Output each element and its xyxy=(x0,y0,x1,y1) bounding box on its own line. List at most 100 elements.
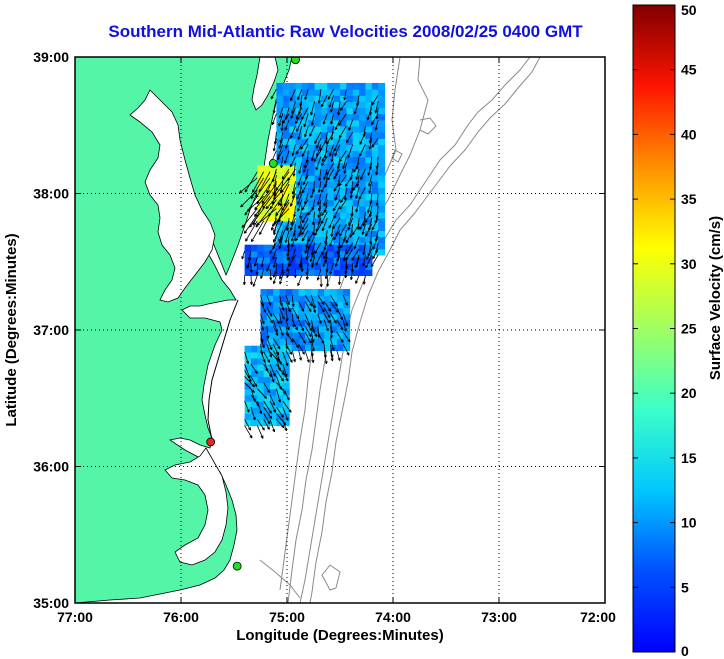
velocity-cell xyxy=(289,214,297,222)
velocity-arrow xyxy=(323,344,327,359)
velocity-cell xyxy=(359,162,367,170)
velocity-cell xyxy=(333,144,341,152)
velocity-cell xyxy=(263,214,271,222)
velocity-cell xyxy=(263,394,271,402)
velocity-cell xyxy=(292,338,300,345)
velocity-cell xyxy=(314,138,322,145)
velocity-arrow xyxy=(298,217,303,229)
velocity-arrow xyxy=(298,101,303,115)
velocity-arrow xyxy=(298,181,303,195)
velocity-cell xyxy=(301,101,309,109)
velocity-cell xyxy=(263,250,271,258)
velocity-cell xyxy=(289,138,297,145)
velocity-cell xyxy=(324,319,332,327)
velocity-cell xyxy=(327,250,335,258)
velocity-arrow xyxy=(290,88,296,102)
velocity-cell xyxy=(301,244,309,252)
velocity-cell xyxy=(263,183,271,191)
velocity-arrow xyxy=(337,101,341,116)
velocity-cell xyxy=(340,250,347,258)
velocity-cell xyxy=(289,165,297,173)
velocity-cell xyxy=(308,211,316,219)
velocity-cell xyxy=(279,289,287,296)
velocity-cell xyxy=(320,269,328,276)
velocity-cell xyxy=(340,132,347,139)
velocity-arrow xyxy=(269,394,276,406)
velocity-arrow xyxy=(343,162,347,174)
velocity-arrow xyxy=(369,230,373,245)
velocity-cell xyxy=(359,101,367,109)
velocity-cell xyxy=(352,236,360,244)
velocity-arrow xyxy=(317,181,322,193)
velocity-cell xyxy=(327,95,335,102)
velocity-cell xyxy=(330,319,338,327)
velocity-arrow xyxy=(314,242,322,255)
velocity-arrow xyxy=(290,217,296,231)
velocity-cell xyxy=(340,89,347,96)
velocity-cell xyxy=(324,301,332,309)
velocity-cell xyxy=(378,187,386,195)
velocity-arrow xyxy=(253,256,258,267)
velocity-arrow xyxy=(353,101,360,115)
velocity-cell xyxy=(314,107,322,115)
velocity-cell xyxy=(276,364,284,371)
velocity-arrow xyxy=(260,338,265,349)
velocity-arrow xyxy=(328,217,335,229)
velocity-arrow xyxy=(343,187,347,201)
velocity-cell xyxy=(270,419,277,427)
velocity-cell xyxy=(282,89,290,96)
velocity-cell xyxy=(343,289,351,296)
velocity-cell xyxy=(289,230,297,238)
velocity-arrow xyxy=(305,269,309,280)
velocity-arrow xyxy=(338,174,347,187)
velocity-cell xyxy=(314,162,322,170)
colorbar-tick-label: 30 xyxy=(681,256,697,272)
velocity-arrow xyxy=(285,301,291,313)
velocity-cell xyxy=(257,263,265,270)
velocity-cell xyxy=(371,119,379,127)
velocity-cell xyxy=(301,89,309,96)
x-tick-label: 76:00 xyxy=(163,609,199,625)
velocity-arrow xyxy=(304,125,309,138)
velocity-arrow xyxy=(262,189,277,210)
velocity-cell xyxy=(359,193,367,201)
velocity-cell xyxy=(365,107,373,115)
velocity-cell xyxy=(298,319,306,327)
velocity-cell xyxy=(308,132,316,139)
velocity-cell xyxy=(314,119,322,127)
velocity-cell xyxy=(359,175,367,182)
velocity-cell xyxy=(343,325,351,333)
velocity-cell xyxy=(314,144,322,152)
velocity-cell xyxy=(295,211,303,219)
velocity-arrow xyxy=(307,205,315,216)
velocity-cell xyxy=(340,193,347,201)
velocity-cell xyxy=(340,175,347,182)
velocity-cell xyxy=(336,332,344,339)
velocity-arrow xyxy=(273,177,290,197)
velocity-arrow xyxy=(301,181,309,194)
velocity-arrow xyxy=(242,275,246,286)
velocity-arrow xyxy=(294,230,303,242)
velocity-cell xyxy=(301,113,309,121)
velocity-arrow xyxy=(349,224,354,238)
velocity-arrow xyxy=(323,313,331,324)
velocity-arrow xyxy=(260,301,267,313)
velocity-cell xyxy=(308,230,316,238)
velocity-cell xyxy=(289,269,297,276)
velocity-cell xyxy=(365,218,373,225)
velocity-arrow xyxy=(374,230,379,242)
velocity-arrow xyxy=(278,220,290,244)
velocity-arrow xyxy=(335,162,341,177)
velocity-cell xyxy=(317,289,325,296)
velocity-arrow xyxy=(342,331,351,343)
velocity-cell xyxy=(276,376,284,384)
velocity-cell xyxy=(282,407,290,414)
velocity-arrow xyxy=(301,230,309,242)
velocity-arrow xyxy=(282,364,288,378)
velocity-cell xyxy=(276,101,284,109)
velocity-cell xyxy=(289,177,297,185)
velocity-arrow xyxy=(372,236,379,250)
velocity-arrow xyxy=(368,181,373,194)
velocity-arrow xyxy=(304,331,312,344)
velocity-arrow xyxy=(305,263,309,276)
